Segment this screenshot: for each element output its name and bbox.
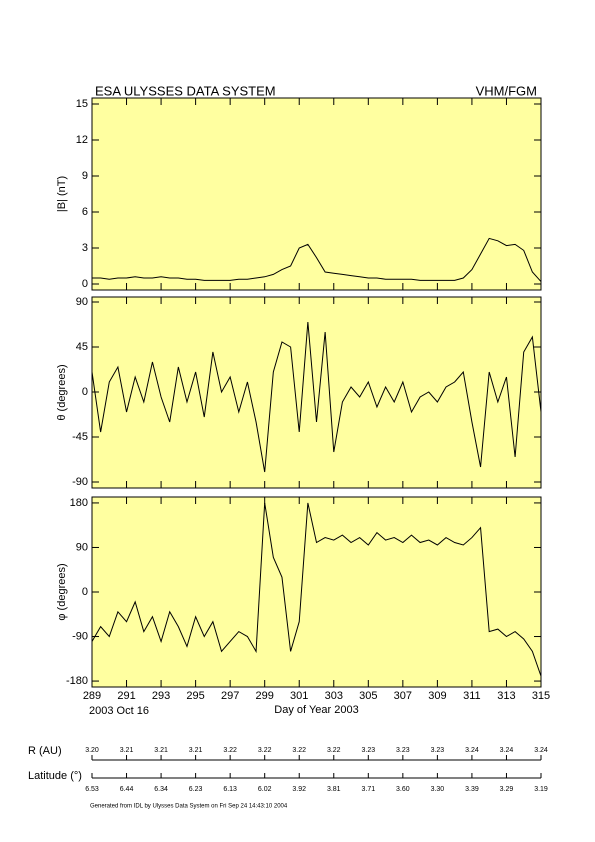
x-tick-label: 291 xyxy=(117,690,135,702)
y-tick-label: -90 xyxy=(72,476,88,488)
x-tick-label: 293 xyxy=(152,690,170,702)
data-line xyxy=(92,321,541,473)
y-tick-label: 12 xyxy=(76,134,88,146)
y-axis-label: θ (degrees) xyxy=(56,364,68,420)
data-line xyxy=(92,237,541,282)
r-value: 3.23 xyxy=(431,747,445,754)
y-tick-label: 6 xyxy=(82,206,88,218)
x-tick-label: 303 xyxy=(325,690,343,702)
y-tick-label: 0 xyxy=(82,386,88,398)
x-tick-label: 297 xyxy=(221,690,239,702)
latitude-value: 3.81 xyxy=(327,786,341,793)
x-tick-label: 311 xyxy=(463,690,481,702)
x-tick-label: 299 xyxy=(256,690,274,702)
r-value: 3.24 xyxy=(465,747,479,754)
data-line xyxy=(92,502,541,677)
y-tick-label: 3 xyxy=(82,242,88,254)
r-value: 3.22 xyxy=(258,747,272,754)
r-value: 3.22 xyxy=(223,747,237,754)
header-title: ESA ULYSSES DATA SYSTEM xyxy=(95,83,276,98)
y-tick-label: -90 xyxy=(72,630,88,642)
x-axis-label: Day of Year 2003 xyxy=(274,704,358,716)
y-tick-label: 90 xyxy=(76,541,88,553)
x-tick-label: 309 xyxy=(428,690,446,702)
y-tick-label: 0 xyxy=(82,586,88,598)
plot-area xyxy=(92,502,541,677)
r-value: 3.20 xyxy=(85,747,99,754)
x-tick-label: 289 xyxy=(83,690,101,702)
latitude-value: 6.44 xyxy=(120,786,134,793)
latitude-value: 3.30 xyxy=(431,786,445,793)
r-value: 3.23 xyxy=(361,747,375,754)
latitude-value: 3.60 xyxy=(396,786,410,793)
footer: Generated from IDL by Ulysses Data Syste… xyxy=(90,804,288,810)
latitude-value: 3.29 xyxy=(500,786,514,793)
latitude-value: 6.34 xyxy=(154,786,168,793)
r-value: 3.22 xyxy=(327,747,341,754)
latitude-label: Latitude (°) xyxy=(28,770,82,782)
x-tick-label: 301 xyxy=(290,690,308,702)
x-tick-label: 315 xyxy=(532,690,550,702)
date-label: 2003 Oct 16 xyxy=(89,705,149,717)
latitude-value: 6.53 xyxy=(85,786,99,793)
r-value: 3.23 xyxy=(396,747,410,754)
latitude-value: 6.02 xyxy=(258,786,272,793)
latitude-value: 3.92 xyxy=(292,786,306,793)
r-value: 3.21 xyxy=(189,747,203,754)
y-tick-label: 45 xyxy=(76,341,88,353)
r-label: R (AU) xyxy=(28,745,62,757)
latitude-value: 3.19 xyxy=(534,786,548,793)
latitude-value: 3.71 xyxy=(361,786,375,793)
x-tick-label: 313 xyxy=(497,690,515,702)
x-tick-label: 305 xyxy=(359,690,377,702)
y-tick-label: 90 xyxy=(76,296,88,308)
plot-frame xyxy=(91,97,542,291)
r-value: 3.24 xyxy=(534,747,548,754)
y-axis-label: |B| (nT) xyxy=(56,176,68,212)
plot-background xyxy=(92,297,541,488)
r-value: 3.22 xyxy=(292,747,306,754)
latitude-value: 3.39 xyxy=(465,786,479,793)
plot-area xyxy=(92,321,541,473)
r-value: 3.21 xyxy=(154,747,168,754)
y-tick-label: 15 xyxy=(76,98,88,110)
latitude-value: 6.13 xyxy=(223,786,237,793)
y-tick-label: 180 xyxy=(70,497,88,509)
x-tick-label: 295 xyxy=(186,690,204,702)
y-tick-label: -45 xyxy=(72,431,88,443)
r-value: 3.24 xyxy=(500,747,514,754)
plot-area xyxy=(92,237,541,282)
y-tick-label: 0 xyxy=(82,278,88,290)
y-axis-label: φ (degrees) xyxy=(56,563,68,620)
plot-background xyxy=(92,497,541,687)
x-tick-label: 307 xyxy=(394,690,412,702)
y-tick-label: -180 xyxy=(66,675,88,687)
plot-background xyxy=(92,98,541,290)
r-value: 3.21 xyxy=(120,747,134,754)
header-instrument: VHM/FGM xyxy=(476,83,537,98)
latitude-value: 6.23 xyxy=(189,786,203,793)
y-tick-label: 9 xyxy=(82,170,88,182)
